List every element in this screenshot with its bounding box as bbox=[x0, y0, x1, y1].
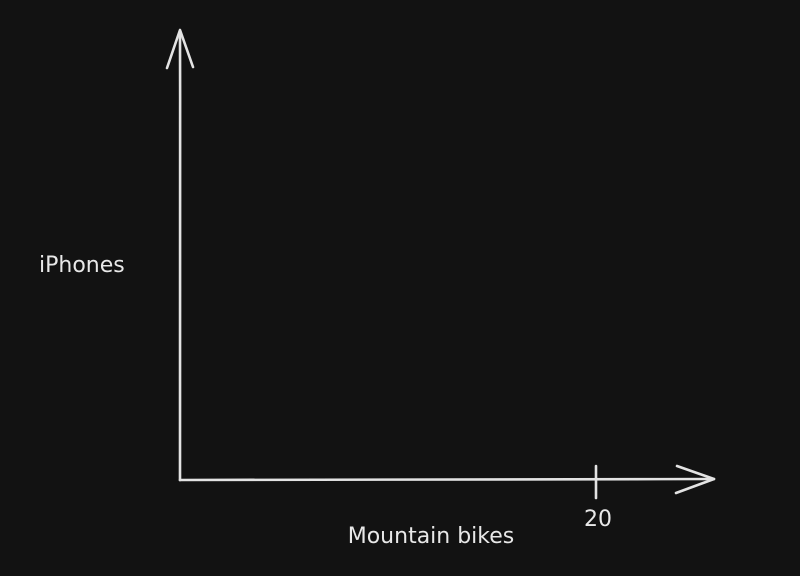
x-axis-arrowhead bbox=[674, 464, 716, 495]
y-axis-label: iPhones bbox=[39, 253, 125, 278]
x-tick-label: 20 bbox=[584, 507, 612, 532]
x-axis-line bbox=[178, 477, 716, 482]
y-axis-arrowhead bbox=[165, 28, 195, 70]
x-axis-label: Mountain bikes bbox=[348, 524, 515, 549]
